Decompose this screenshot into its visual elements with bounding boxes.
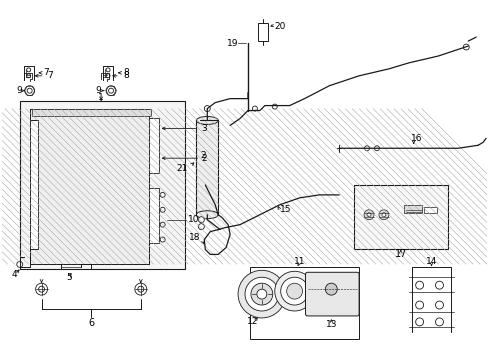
Text: 5: 5 (66, 273, 72, 282)
Text: 7: 7 (47, 71, 53, 80)
Circle shape (272, 104, 277, 109)
Bar (30, 109, 148, 264)
Bar (32, 109, 150, 117)
Circle shape (415, 318, 423, 326)
Circle shape (378, 210, 388, 220)
Text: 8: 8 (122, 68, 128, 77)
Circle shape (364, 210, 373, 220)
Circle shape (244, 277, 278, 311)
Circle shape (256, 289, 266, 299)
Circle shape (160, 207, 165, 212)
Text: 15: 15 (279, 205, 291, 214)
Circle shape (135, 283, 146, 295)
Circle shape (17, 261, 22, 267)
Circle shape (364, 146, 369, 151)
Circle shape (108, 88, 113, 93)
Text: 20: 20 (274, 22, 285, 31)
Circle shape (138, 286, 143, 292)
Circle shape (27, 68, 31, 72)
Circle shape (160, 222, 165, 227)
Bar (30, 109, 148, 264)
Text: 8: 8 (122, 71, 128, 80)
Circle shape (374, 146, 379, 151)
Text: 9: 9 (16, 86, 21, 95)
Circle shape (250, 283, 272, 305)
Bar (353, 185, 447, 249)
Bar (148, 188, 158, 243)
FancyBboxPatch shape (305, 272, 358, 316)
Circle shape (435, 281, 443, 289)
Text: 14: 14 (425, 257, 436, 266)
Circle shape (415, 301, 423, 309)
Circle shape (325, 283, 337, 295)
Circle shape (366, 213, 370, 217)
Circle shape (435, 318, 443, 326)
Bar (257, 23, 267, 41)
Bar (148, 118, 158, 173)
Circle shape (36, 283, 47, 295)
Text: 2: 2 (200, 151, 205, 160)
Text: 4: 4 (12, 270, 18, 279)
Text: 18: 18 (188, 233, 200, 242)
Circle shape (160, 192, 165, 197)
Text: 16: 16 (410, 134, 422, 143)
Circle shape (198, 224, 204, 230)
Text: 9: 9 (95, 86, 101, 95)
Text: 1: 1 (98, 93, 104, 102)
Circle shape (274, 271, 314, 311)
Circle shape (25, 86, 35, 96)
Circle shape (381, 213, 385, 217)
Text: 12: 12 (247, 318, 258, 327)
Text: 7: 7 (43, 68, 49, 77)
Bar (20, 100, 185, 269)
Circle shape (252, 106, 257, 111)
Text: 2: 2 (201, 154, 206, 163)
Ellipse shape (196, 211, 218, 219)
Circle shape (435, 301, 443, 309)
Circle shape (198, 217, 204, 223)
Bar (30, 121, 38, 249)
Text: 10: 10 (188, 215, 200, 224)
Bar (403, 205, 421, 213)
Circle shape (27, 74, 31, 78)
Circle shape (160, 237, 165, 242)
Circle shape (106, 86, 116, 96)
Circle shape (39, 286, 44, 292)
Text: 6: 6 (88, 318, 94, 328)
Circle shape (238, 270, 285, 318)
Circle shape (106, 68, 110, 72)
Text: 11: 11 (293, 257, 305, 266)
Text: 13: 13 (325, 320, 336, 329)
Text: 21: 21 (176, 163, 187, 172)
Circle shape (280, 277, 308, 305)
Text: 19: 19 (226, 39, 238, 48)
Circle shape (106, 74, 110, 78)
Circle shape (204, 105, 210, 112)
Circle shape (462, 44, 468, 50)
Text: 3: 3 (201, 124, 206, 133)
Circle shape (27, 88, 32, 93)
Text: 17: 17 (394, 249, 406, 260)
Circle shape (415, 281, 423, 289)
Circle shape (286, 283, 302, 299)
Ellipse shape (196, 117, 218, 125)
Bar (249, 267, 358, 339)
Bar (196, 121, 218, 215)
Bar (423, 207, 437, 213)
